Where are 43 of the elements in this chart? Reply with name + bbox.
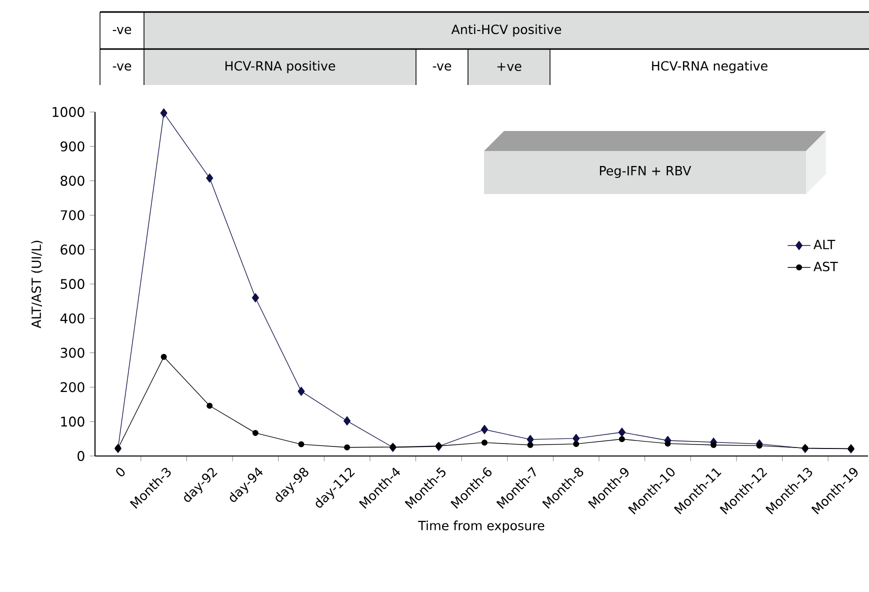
point <box>252 430 258 436</box>
point <box>618 428 626 437</box>
text: Anti-HCV positive <box>451 24 562 37</box>
y-tick-label: 700 <box>60 210 84 220</box>
point <box>664 440 671 447</box>
legend-label: AST <box>814 262 838 272</box>
point <box>298 386 305 396</box>
point <box>160 108 168 118</box>
y-tick-label: 500 <box>60 278 84 290</box>
point <box>344 444 350 450</box>
point <box>573 440 580 447</box>
text: HCV-RNA negative <box>652 60 768 74</box>
y-tick-label: 800 <box>60 176 84 186</box>
point <box>756 442 762 449</box>
y-tick-label: 400 <box>60 313 84 324</box>
point <box>206 173 214 183</box>
point <box>344 416 351 426</box>
y-tick-label: 300 <box>60 348 84 358</box>
legend-label: ALT <box>814 240 836 250</box>
y-axis-title: ALT/AST (UI/L) <box>31 240 43 328</box>
x-axis-title: Time from exposure <box>418 520 544 533</box>
point <box>206 402 213 409</box>
point <box>618 436 625 442</box>
text: HCV-RNA positive <box>225 60 336 74</box>
y-tick-label: 0 <box>78 450 84 462</box>
text: -ve <box>112 63 132 71</box>
point <box>160 354 167 360</box>
y-tick-label: 600 <box>60 244 84 255</box>
y-tick-label: 200 <box>60 382 84 392</box>
point <box>527 442 534 448</box>
text: -ve <box>432 63 452 71</box>
text: +ve <box>497 62 522 72</box>
point <box>298 441 304 448</box>
y-tick-label: 1000 <box>52 106 84 118</box>
point <box>252 293 259 302</box>
y-tick-label: 100 <box>61 416 84 427</box>
point <box>480 424 488 434</box>
y-tick-label: 900 <box>60 141 84 152</box>
annotation: Peg-IFN + RBV <box>600 166 692 178</box>
point <box>710 442 717 448</box>
x-tick-label: 0 <box>116 468 125 476</box>
point <box>481 440 488 446</box>
text: -ve <box>112 26 132 34</box>
